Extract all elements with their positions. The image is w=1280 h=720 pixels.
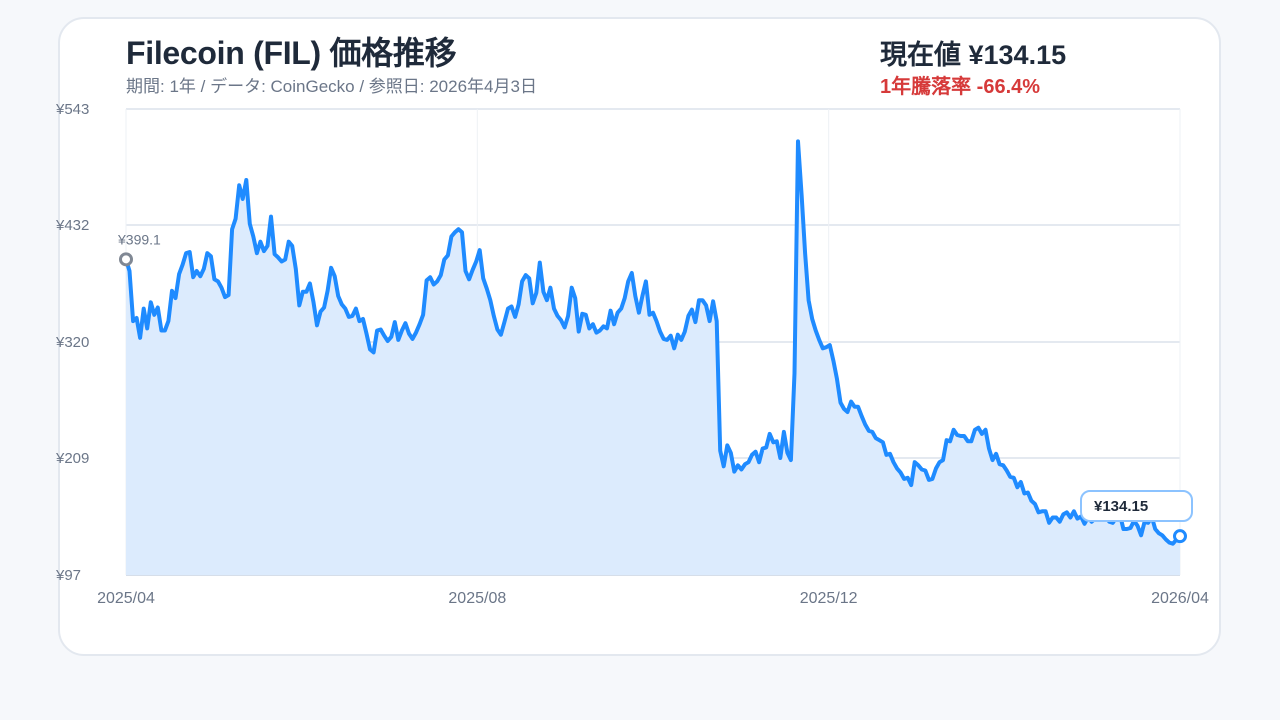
price-area-fill — [126, 141, 1180, 575]
y-axis-labels: ¥543 ¥432 ¥320 ¥209 ¥97 — [55, 101, 89, 584]
end-price-label: ¥134.15 — [1094, 498, 1148, 515]
x-tick-label: 2025/08 — [448, 590, 506, 607]
price-line — [124, 139, 1182, 546]
y-tick-label: ¥209 — [55, 450, 89, 467]
current-price: 現在値 ¥134.15 — [880, 40, 1067, 70]
chart-subtitle: 期間: 1年 / データ: CoinGecko / 参照日: 2026年4月3日 — [126, 77, 537, 96]
start-marker-icon — [119, 252, 133, 267]
y-tick-label: ¥320 — [55, 334, 89, 351]
x-tick-label: 2025/04 — [97, 590, 155, 607]
start-price-label: ¥399.1 — [117, 231, 161, 247]
yearly-change: 1年騰落率 -66.4% — [880, 76, 1041, 98]
x-axis-labels: 2025/04 2025/08 2025/12 2026/04 — [97, 590, 1209, 607]
y-tick-label: ¥543 — [55, 101, 89, 118]
end-price-callout: ¥134.15 — [1080, 490, 1193, 522]
end-marker-icon — [1173, 529, 1187, 544]
chart-title: Filecoin (FIL) 価格推移 — [126, 35, 457, 71]
y-tick-label: ¥97 — [55, 567, 81, 584]
x-tick-label: 2026/04 — [1151, 590, 1209, 607]
y-tick-label: ¥432 — [55, 217, 89, 234]
x-tick-label: 2025/12 — [800, 590, 858, 607]
